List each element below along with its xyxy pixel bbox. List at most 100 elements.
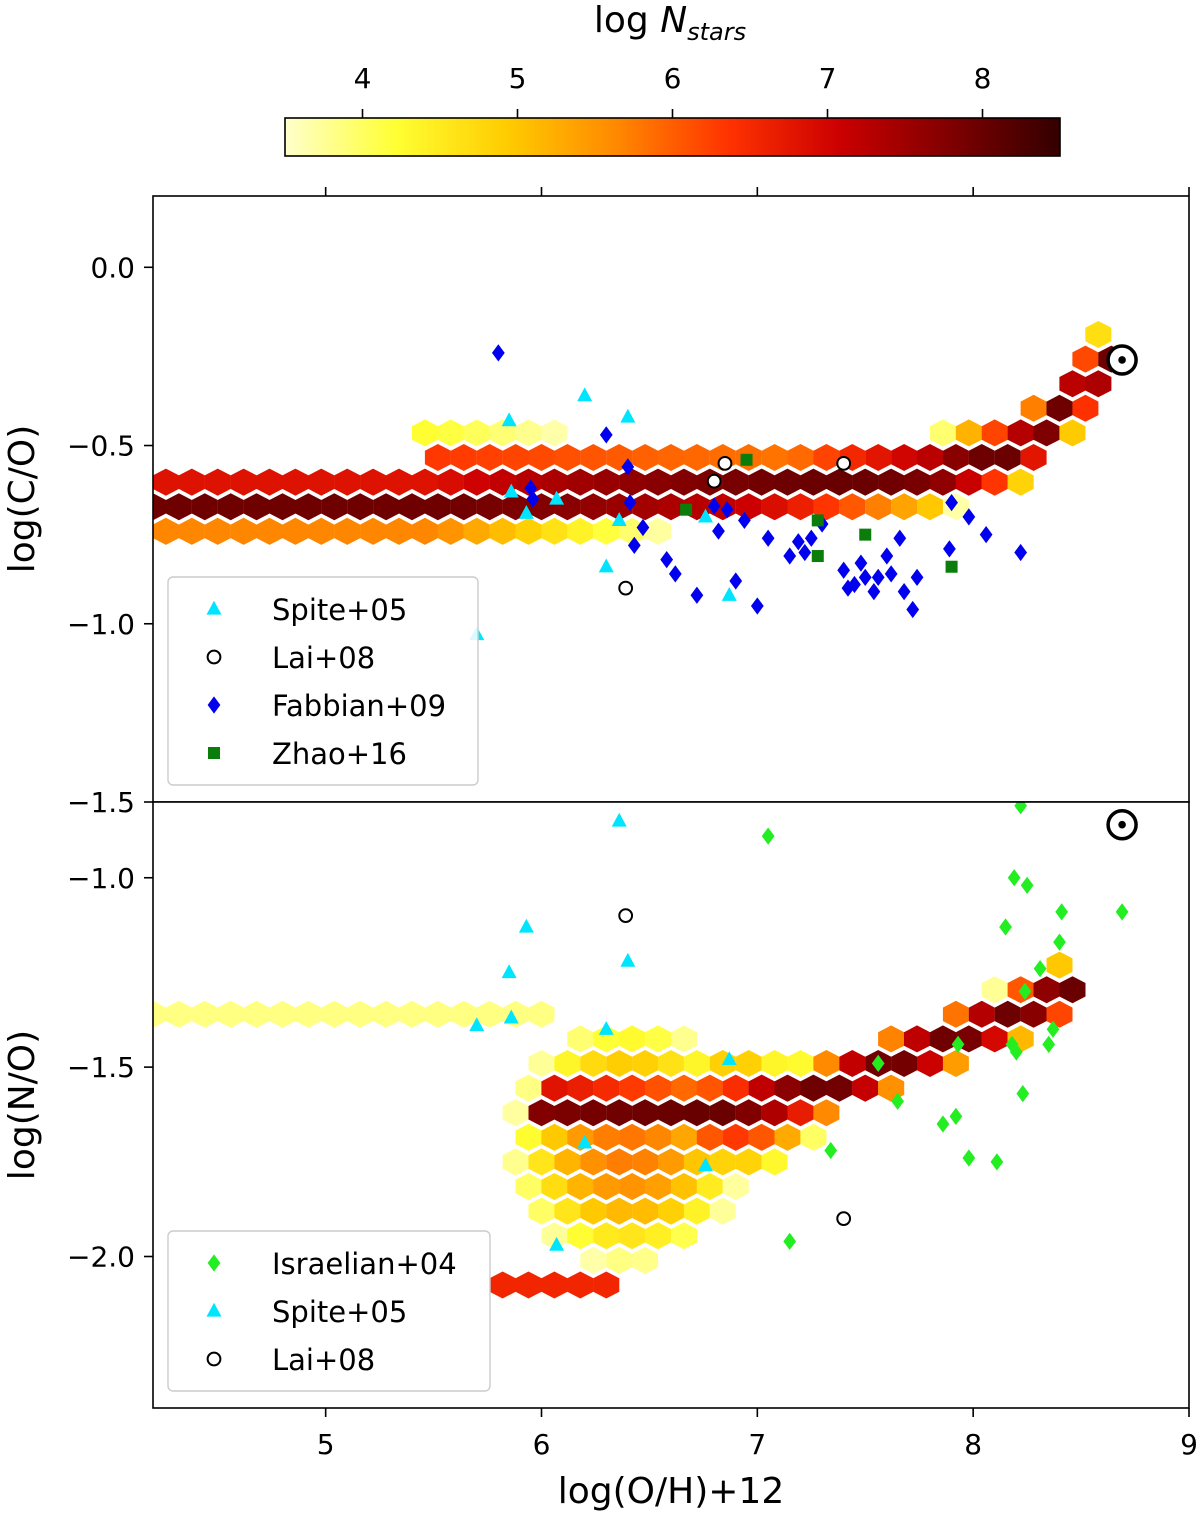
density-hexbin bbox=[929, 1025, 956, 1053]
data-point bbox=[943, 540, 956, 558]
data-point bbox=[949, 1107, 963, 1125]
x-ticks-bottom: 5 6 7 8 9 bbox=[317, 1408, 1198, 1461]
density-hexbin bbox=[580, 1246, 607, 1274]
data-point bbox=[712, 522, 725, 540]
colorbar: log Nstars 4 5 6 7 8 bbox=[284, 0, 1061, 157]
density-hexbin bbox=[955, 468, 982, 496]
data-point bbox=[859, 528, 872, 541]
density-hexbin bbox=[955, 419, 982, 447]
data-point bbox=[620, 408, 636, 423]
data-point bbox=[598, 1021, 614, 1035]
density-hexbin bbox=[217, 1000, 244, 1028]
y-tick-label: 0.0 bbox=[90, 251, 135, 284]
density-hexbin bbox=[878, 1025, 905, 1053]
x-tick-label: 5 bbox=[317, 1428, 335, 1461]
density-hexbin bbox=[178, 517, 205, 545]
density-hexbin bbox=[606, 1246, 633, 1274]
colorbar-tick-label: 8 bbox=[974, 62, 992, 95]
density-hexbin bbox=[722, 1123, 749, 1151]
density-hexbin bbox=[515, 1271, 542, 1299]
density-hexbin bbox=[619, 1074, 646, 1102]
density-hexbin bbox=[411, 468, 438, 496]
density-hexbin bbox=[554, 1148, 581, 1176]
data-point bbox=[867, 583, 881, 601]
legend-entry: Fabbian+09 bbox=[272, 689, 446, 723]
data-point bbox=[871, 1054, 885, 1072]
legend-marker bbox=[207, 1254, 221, 1272]
panel-co: 0.0 −0.5 −1.0 −1.5 log(C/O) Spite+05 Lai+08 F… bbox=[2, 187, 1190, 819]
density-hexbin bbox=[865, 493, 892, 521]
density-hexbin bbox=[1059, 419, 1086, 447]
density-hexbin bbox=[541, 1222, 568, 1250]
density-hexbin bbox=[450, 444, 477, 471]
density-hexbin bbox=[308, 517, 335, 545]
density-hexbin bbox=[567, 1173, 594, 1201]
density-hexbin bbox=[813, 1050, 840, 1077]
density-hexbin bbox=[437, 468, 464, 496]
density-hexbin bbox=[541, 1173, 568, 1201]
density-hexbin bbox=[722, 1173, 749, 1201]
data-point bbox=[469, 1017, 485, 1032]
density-hexbin bbox=[619, 468, 646, 496]
data-point bbox=[729, 572, 743, 590]
density-hexbin bbox=[153, 493, 166, 521]
density-hexbin bbox=[606, 1148, 633, 1176]
density-hexbin bbox=[567, 1222, 594, 1250]
density-hexbin bbox=[942, 444, 969, 471]
data-point bbox=[936, 1115, 950, 1133]
ylabel-no: log(N/O) bbox=[2, 1030, 43, 1180]
density-hexbin bbox=[696, 1173, 723, 1201]
data-point bbox=[836, 455, 852, 471]
density-hexbin bbox=[178, 468, 205, 496]
legend-entry: Zhao+16 bbox=[272, 737, 407, 771]
data-point bbox=[721, 586, 737, 601]
data-point bbox=[783, 1232, 797, 1250]
density-hexbin bbox=[683, 1197, 710, 1225]
sun-symbol-no bbox=[1106, 808, 1138, 841]
data-point bbox=[945, 560, 958, 573]
legend-box bbox=[167, 576, 479, 786]
density-hexbin bbox=[528, 1099, 555, 1127]
density-hexbin bbox=[774, 1123, 801, 1151]
colorbar-tick-label: 4 bbox=[354, 62, 372, 95]
colorbar-label-prefix: log bbox=[594, 0, 660, 41]
x-tick-label: 9 bbox=[1180, 1428, 1198, 1461]
data-point bbox=[761, 529, 775, 547]
density-hexbin bbox=[658, 493, 684, 521]
density-hexbin bbox=[606, 1197, 633, 1225]
density-hexbin bbox=[632, 1197, 659, 1225]
density-hexbin bbox=[942, 1000, 969, 1028]
density-hexbin bbox=[360, 517, 387, 545]
density-hexbin bbox=[1085, 321, 1112, 348]
density-hexbin bbox=[217, 493, 244, 521]
colorbar-ticks: 4 5 6 7 8 bbox=[354, 62, 992, 118]
data-point bbox=[1009, 1043, 1023, 1061]
data-point bbox=[979, 526, 993, 544]
density-hexbin bbox=[917, 493, 943, 521]
data-point bbox=[791, 533, 805, 551]
density-hexbin bbox=[191, 1000, 218, 1028]
density-hexbin bbox=[308, 468, 335, 496]
density-hexbin bbox=[567, 1074, 594, 1102]
density-hexbin bbox=[386, 517, 413, 545]
data-point bbox=[750, 597, 764, 615]
density-hexbin bbox=[826, 468, 853, 496]
markers-no bbox=[469, 802, 1129, 1251]
density-hexbin bbox=[515, 1074, 542, 1102]
density-hexbin bbox=[735, 493, 762, 521]
ylabel-co: log(C/O) bbox=[2, 425, 43, 574]
density-hexbin bbox=[1020, 1000, 1047, 1028]
density-hexbin bbox=[580, 1148, 607, 1176]
density-hexbin bbox=[878, 468, 905, 496]
data-point bbox=[503, 483, 519, 498]
density-hexbin bbox=[722, 1074, 749, 1102]
density-hexbin bbox=[321, 493, 348, 521]
density-hexbin bbox=[165, 493, 192, 521]
data-point bbox=[680, 503, 693, 516]
density-hexbin bbox=[813, 1099, 840, 1127]
y-tick-label: −1.5 bbox=[67, 786, 135, 819]
data-point bbox=[910, 568, 924, 587]
density-hexbin bbox=[852, 1074, 879, 1102]
density-hexbin bbox=[891, 1050, 918, 1077]
density-hexbin bbox=[645, 1173, 672, 1201]
